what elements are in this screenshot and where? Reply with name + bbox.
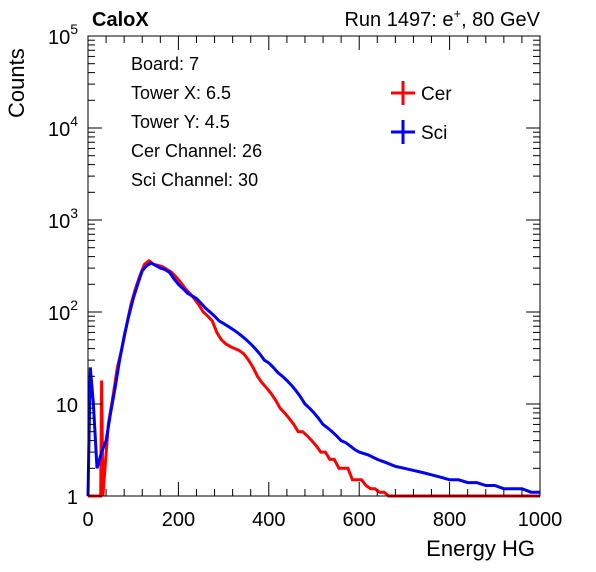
series-cer-line bbox=[88, 258, 540, 498]
series-sci-line bbox=[86, 261, 540, 497]
y-tick-base: 10 bbox=[48, 27, 70, 49]
x-tick-label: 400 bbox=[252, 509, 285, 531]
info-tower-x: Tower X: 6.5 bbox=[131, 83, 231, 103]
y-tick-label: 10 bbox=[56, 395, 78, 417]
info-board: Board: 7 bbox=[131, 54, 199, 74]
experiment-label: CaloX bbox=[92, 9, 149, 31]
y-tick-exponent: 5 bbox=[70, 21, 78, 37]
x-tick-label: 800 bbox=[433, 509, 466, 531]
y-axis-title: Counts bbox=[4, 48, 29, 118]
y-tick-exponent: 4 bbox=[70, 113, 78, 129]
x-tick-label: 200 bbox=[162, 509, 195, 531]
legend: Cer Sci bbox=[391, 81, 452, 144]
x-tick-label: 1000 bbox=[518, 509, 563, 531]
info-sci-channel: Sci Channel: 30 bbox=[131, 170, 258, 190]
y-tick-base: 10 bbox=[48, 303, 70, 325]
y-tick-base: 10 bbox=[56, 395, 78, 417]
y-tick-label: 102 bbox=[48, 297, 78, 325]
y-tick-exponent: 2 bbox=[70, 297, 78, 313]
y-tick-base: 10 bbox=[48, 211, 70, 233]
y-tick-label: 104 bbox=[48, 113, 78, 141]
legend-label-sci: Sci bbox=[421, 123, 447, 144]
y-tick-label: 1 bbox=[67, 487, 78, 509]
y-tick-label: 105 bbox=[48, 21, 78, 49]
run-label-text: Run 1497: e bbox=[344, 9, 453, 31]
x-axis-title: Energy HG bbox=[426, 536, 535, 561]
run-label: Run 1497: e+, 80 GeV bbox=[344, 6, 540, 31]
info-tower-y: Tower Y: 4.5 bbox=[131, 112, 230, 132]
x-tick-label: 0 bbox=[82, 509, 93, 531]
y-tick-base: 10 bbox=[48, 119, 70, 141]
y-tick-exponent: 3 bbox=[70, 205, 78, 221]
x-tick-label: 600 bbox=[343, 509, 376, 531]
run-label-superscript: + bbox=[453, 6, 461, 21]
run-label-energy: , 80 GeV bbox=[461, 9, 541, 31]
plot-frame bbox=[87, 35, 541, 497]
y-tick-label: 103 bbox=[48, 205, 78, 233]
info-box: Board: 7 Tower X: 6.5 Tower Y: 4.5 Cer C… bbox=[131, 54, 262, 190]
info-cer-channel: Cer Channel: 26 bbox=[131, 141, 262, 161]
series-layer bbox=[86, 258, 540, 498]
legend-label-cer: Cer bbox=[421, 84, 452, 105]
y-tick-base: 1 bbox=[67, 487, 78, 509]
